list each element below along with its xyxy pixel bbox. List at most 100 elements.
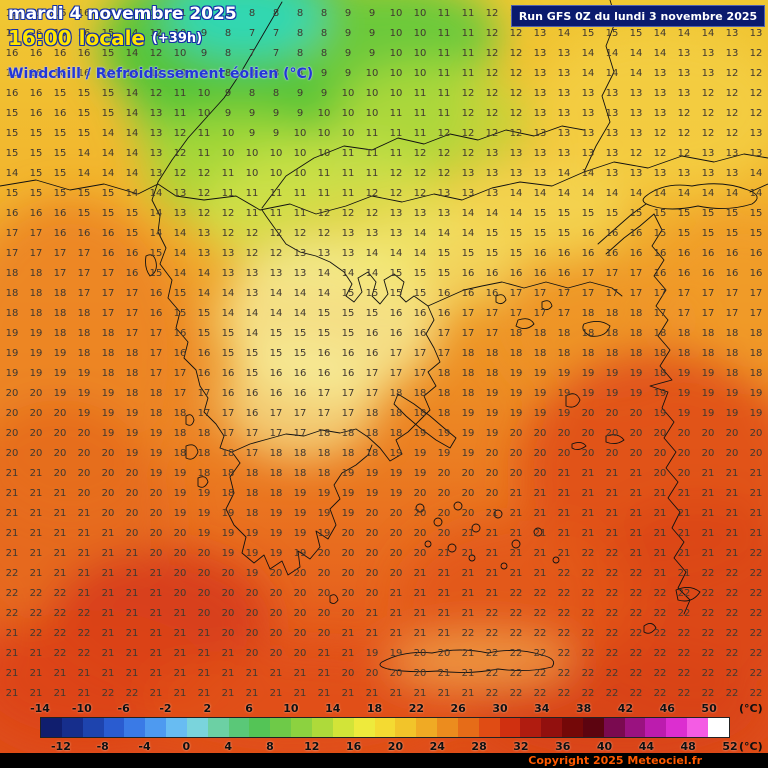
grid-value: 21 xyxy=(485,588,499,599)
grid-value: 10 xyxy=(269,168,283,179)
grid-value: 19 xyxy=(653,408,667,419)
grid-value: 15 xyxy=(29,128,43,139)
grid-value: 22 xyxy=(653,628,667,639)
grid-value: 13 xyxy=(677,48,691,59)
grid-value: 16 xyxy=(29,208,43,219)
grid-value: 17 xyxy=(149,348,163,359)
grid-value: 21 xyxy=(437,548,451,559)
grid-value: 20 xyxy=(341,668,355,679)
grid-value: 20 xyxy=(413,508,427,519)
grid-value: 21 xyxy=(413,608,427,619)
grid-value: 9 xyxy=(296,88,304,99)
grid-value: 15 xyxy=(101,208,115,219)
grid-value: 12 xyxy=(701,88,715,99)
grid-value: 19 xyxy=(749,408,763,419)
grid-row: 18 18 18 18 17 17 16 15 15 14 14 14 14 15 15 15 16 16 16 17… xyxy=(0,308,768,320)
grid-value: 16 xyxy=(557,268,571,279)
grid-value: 19 xyxy=(5,368,19,379)
grid-value: 8 xyxy=(320,28,328,39)
grid-value: 14 xyxy=(509,188,523,199)
grid-value: 13 xyxy=(149,148,163,159)
grid-value: 17 xyxy=(413,348,427,359)
grid-value: 22 xyxy=(485,668,499,679)
grid-value: 8 xyxy=(296,28,304,39)
grid-value: 15 xyxy=(173,308,187,319)
grid-row: 20 20 19 19 19 18 18 17 17 16 16 16 16 17 17 17 18 18 18 18… xyxy=(0,388,768,400)
grid-value: 19 xyxy=(509,368,523,379)
grid-value: 15 xyxy=(53,88,67,99)
grid-value: 20 xyxy=(53,428,67,439)
scale-tick-label: 42 xyxy=(617,702,634,715)
grid-value: 9 xyxy=(200,8,208,19)
grid-value: 10 xyxy=(317,128,331,139)
grid-value: 17 xyxy=(605,288,619,299)
grid-value: 15 xyxy=(29,168,43,179)
grid-value: 15 xyxy=(317,328,331,339)
grid-value: 14 xyxy=(317,268,331,279)
grid-value: 19 xyxy=(101,388,115,399)
scale-segment xyxy=(520,718,542,737)
grid-value: 22 xyxy=(725,688,739,699)
grid-value: 15 xyxy=(725,228,739,239)
grid-value: 21 xyxy=(701,548,715,559)
grid-value: 15 xyxy=(653,208,667,219)
scale-segment xyxy=(603,718,625,737)
grid-value: 16 xyxy=(413,308,427,319)
grid-value: 18 xyxy=(749,328,763,339)
grid-value: 13 xyxy=(389,228,403,239)
grid-value: 14 xyxy=(125,88,139,99)
grid-value: 20 xyxy=(365,548,379,559)
grid-value: 11 xyxy=(341,188,355,199)
grid-value: 20 xyxy=(101,468,115,479)
grid-value: 13 xyxy=(293,268,307,279)
grid-value: 15 xyxy=(53,148,67,159)
grid-value: 21 xyxy=(389,608,403,619)
grid-value: 18 xyxy=(749,348,763,359)
grid-value: 16 xyxy=(269,388,283,399)
grid-value: 21 xyxy=(77,588,91,599)
grid-value: 20 xyxy=(149,508,163,519)
grid-value: 14 xyxy=(221,288,235,299)
grid-value: 21 xyxy=(365,608,379,619)
grid-value: 21 xyxy=(461,568,475,579)
grid-value: 15 xyxy=(53,168,67,179)
grid-value: 19 xyxy=(749,388,763,399)
grid-value: 19 xyxy=(317,508,331,519)
grid-value: 16 xyxy=(725,248,739,259)
grid-value: 21 xyxy=(533,568,547,579)
grid-value: 16 xyxy=(629,228,643,239)
grid-value: 20 xyxy=(125,488,139,499)
scale-tick-label: 10 xyxy=(283,702,299,715)
grid-value: 20 xyxy=(653,428,667,439)
grid-value: 16 xyxy=(29,88,43,99)
grid-value: 14 xyxy=(197,288,211,299)
grid-value: 16 xyxy=(5,208,19,219)
grid-value: 21 xyxy=(77,508,91,519)
grid-value: 17 xyxy=(701,308,715,319)
grid-value: 17 xyxy=(125,328,139,339)
grid-value: 15 xyxy=(365,308,379,319)
grid-value: 21 xyxy=(53,528,67,539)
grid-value: 15 xyxy=(53,128,67,139)
grid-value: 15 xyxy=(101,28,115,39)
grid-value: 21 xyxy=(533,528,547,539)
grid-value: 20 xyxy=(245,608,259,619)
grid-row: 20 20 20 20 19 19 19 18 18 17 17 17 17 18 18 18 18 19 19 19… xyxy=(0,428,768,440)
grid-value: 13 xyxy=(749,128,763,139)
grid-value: 18 xyxy=(557,328,571,339)
grid-value: 19 xyxy=(77,388,91,399)
grid-value: 15 xyxy=(389,288,403,299)
grid-value: 20 xyxy=(101,508,115,519)
grid-value: 10 xyxy=(413,28,427,39)
grid-value: 13 xyxy=(557,148,571,159)
grid-value: 21 xyxy=(509,508,523,519)
scale-tick-label: 14 xyxy=(325,702,341,715)
grid-value: 21 xyxy=(749,528,763,539)
scale-segment xyxy=(41,718,62,737)
grid-value: 19 xyxy=(365,488,379,499)
grid-value: 12 xyxy=(749,88,763,99)
grid-value: 13 xyxy=(701,168,715,179)
grid-value: 13 xyxy=(461,188,475,199)
grid-value: 18 xyxy=(701,348,715,359)
grid-value: 14 xyxy=(557,28,571,39)
